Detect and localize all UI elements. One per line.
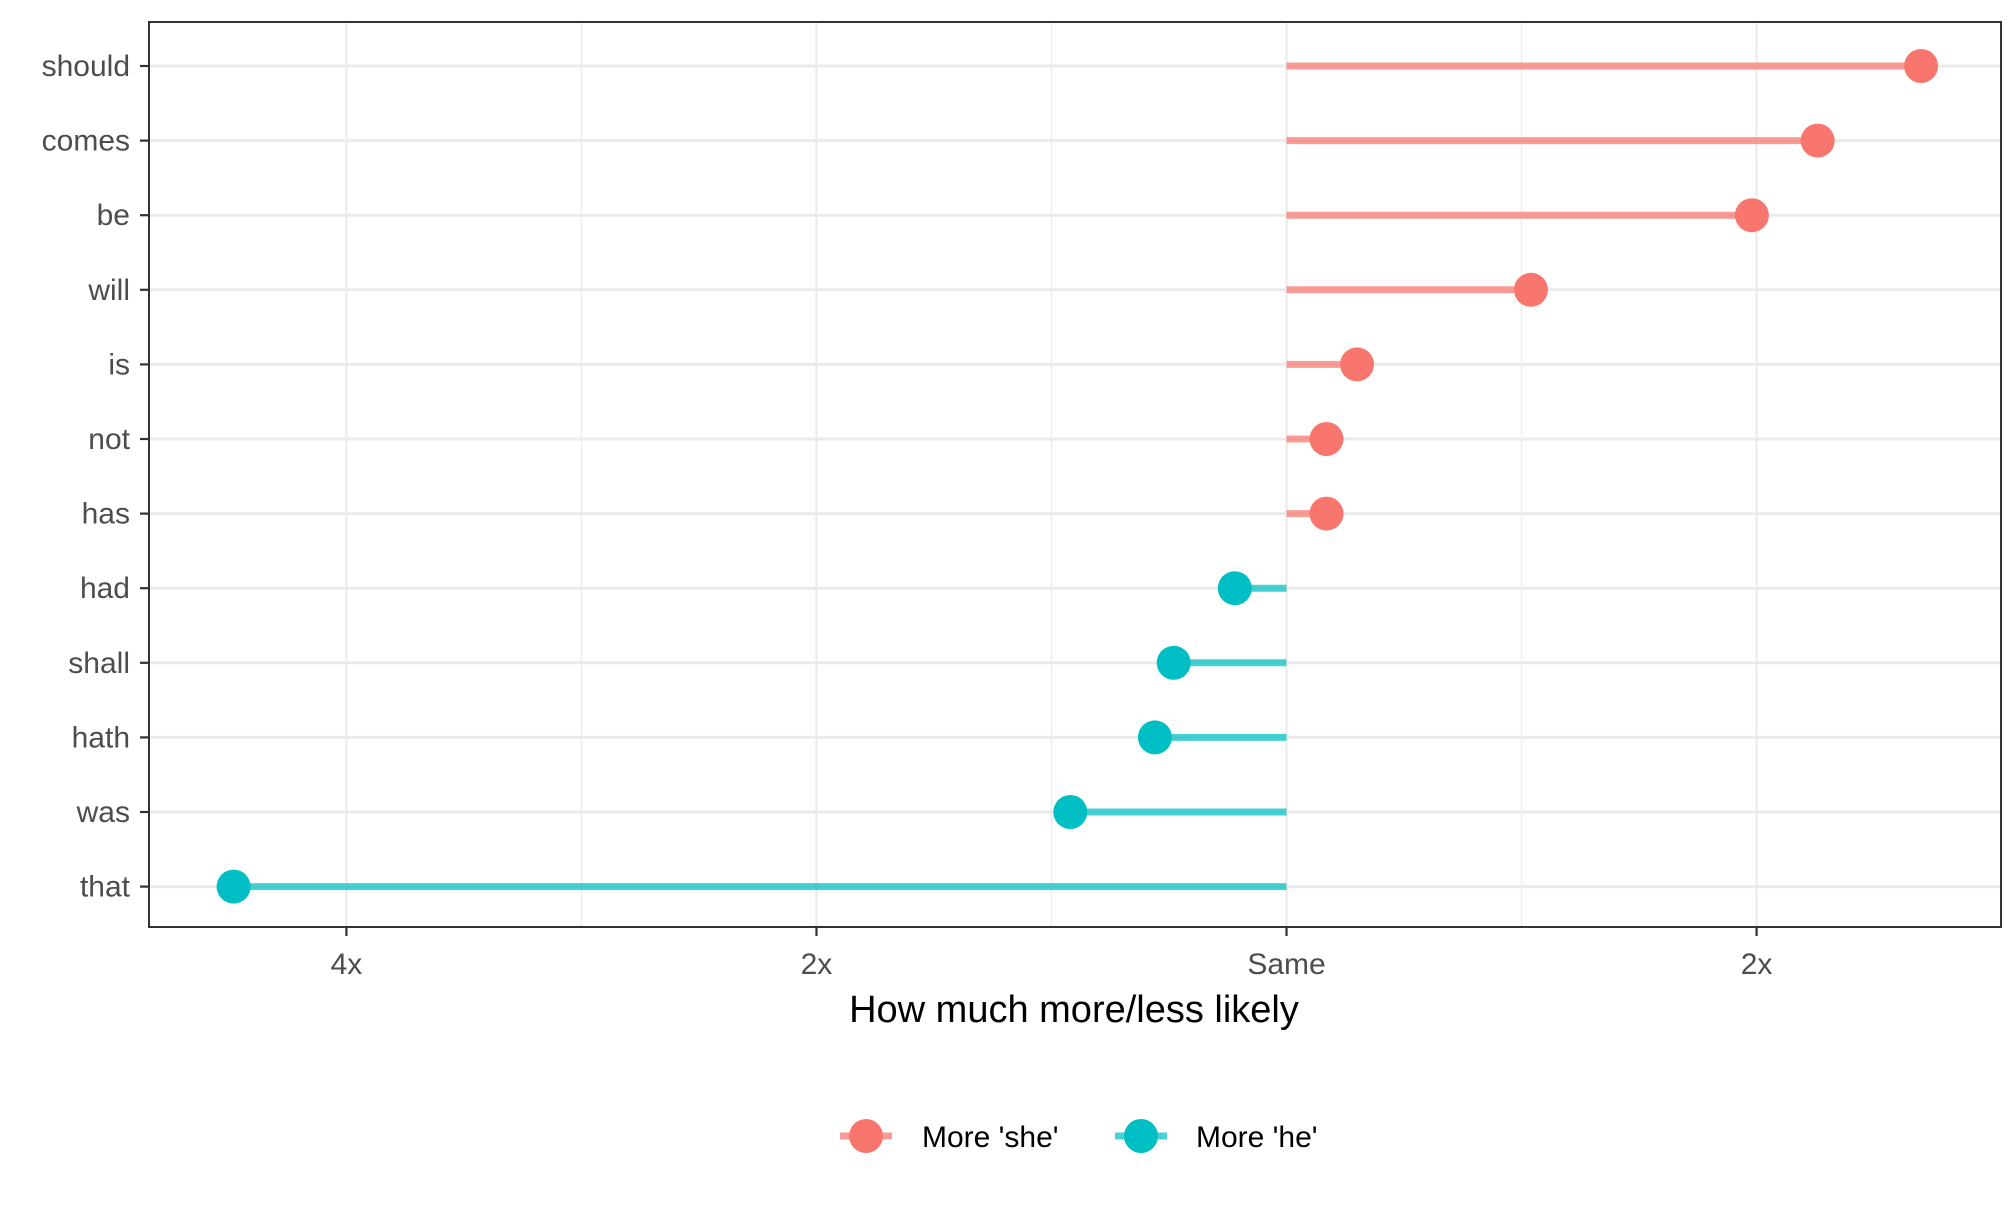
y-tick-label: was <box>76 796 130 829</box>
point-has <box>1309 496 1344 531</box>
x-tick-label: 4x <box>331 948 363 981</box>
point-hath <box>1137 720 1172 755</box>
point-that <box>216 869 251 904</box>
point-should <box>1904 49 1939 83</box>
y-axis: should comes be will is not has had shall hath was… <box>42 50 149 904</box>
x-gridlines <box>345 22 1758 927</box>
point-will <box>1513 272 1548 307</box>
x-tick-label: 2x <box>801 948 833 981</box>
plot-background <box>149 22 2001 927</box>
y-tick-label: had <box>80 572 130 605</box>
y-tick-label: comes <box>42 125 130 158</box>
point-comes <box>1800 123 1835 158</box>
y-tick-label: not <box>88 423 130 456</box>
x-axis: 4x 2x Same 2x <box>331 927 1773 981</box>
x-tick-label: 2x <box>1741 948 1773 981</box>
point-shall <box>1156 645 1191 680</box>
point-is <box>1340 347 1375 382</box>
lollipop-stems <box>233 62 1922 891</box>
y-tick-label: be <box>97 199 130 232</box>
point-was <box>1053 795 1088 829</box>
point-be <box>1734 198 1769 233</box>
x-axis-title: How much more/less likely <box>849 989 1299 1031</box>
x-tick-label: Same <box>1247 948 1325 981</box>
y-tick-label: should <box>42 50 130 83</box>
y-tick-label: is <box>108 348 130 381</box>
y-tick-label: will <box>87 274 130 307</box>
legend-key-point <box>849 1119 883 1153</box>
y-tick-label: that <box>80 871 131 904</box>
y-tick-label: has <box>82 498 130 531</box>
y-tick-label: shall <box>68 647 130 680</box>
plot-border <box>148 21 2002 928</box>
legend-label: More 'she' <box>922 1121 1059 1154</box>
point-not <box>1309 422 1344 456</box>
lollipop-points <box>216 49 1939 904</box>
y-tick-label: hath <box>72 721 130 754</box>
point-had <box>1217 571 1252 606</box>
legend-label: More 'he' <box>1196 1121 1318 1154</box>
legend-key-point <box>1124 1119 1158 1153</box>
legend: More 'she' More 'he' <box>840 1119 1318 1154</box>
